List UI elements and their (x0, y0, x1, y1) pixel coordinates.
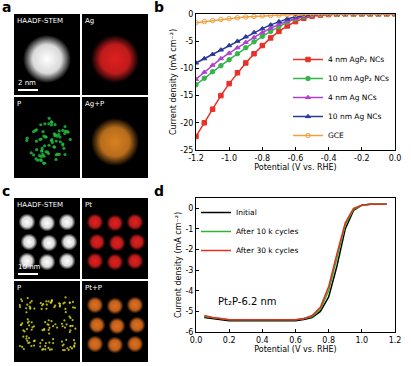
svg-text:10 nm Ag NCs: 10 nm Ag NCs (328, 112, 381, 121)
svg-text:-1.2: -1.2 (188, 154, 204, 163)
html-text:d: d (154, 183, 164, 199)
svg-text:-1: -1 (185, 225, 193, 234)
svg-text:P: P (17, 284, 21, 292)
svg-text:Pt+P: Pt+P (85, 284, 102, 292)
svg-text:-15: -15 (180, 91, 193, 100)
svg-text:-0.6: -0.6 (288, 154, 304, 163)
svg-text:0.0: 0.0 (389, 154, 402, 163)
svg-text:1.2: 1.2 (389, 336, 402, 345)
svg-text:0.2: 0.2 (223, 336, 236, 345)
svg-text:-20: -20 (180, 119, 193, 128)
svg-text:Current density (mA cm⁻²): Current density (mA cm⁻²) (169, 29, 178, 135)
svg-text:-3: -3 (185, 266, 193, 275)
svg-text:After 30 k cycles: After 30 k cycles (236, 246, 298, 255)
svg-text:Pt: Pt (85, 201, 92, 209)
svg-text:2 nm: 2 nm (18, 79, 36, 87)
svg-text:0.6: 0.6 (289, 336, 302, 345)
svg-text:-4: -4 (185, 287, 193, 296)
svg-text:HAADF-STEM: HAADF-STEM (17, 17, 63, 25)
svg-text:Pt₂P-6.2 nm: Pt₂P-6.2 nm (218, 296, 277, 307)
svg-text:-1.0: -1.0 (221, 154, 237, 163)
svg-text:-25: -25 (180, 146, 193, 155)
html-text:a: a (2, 0, 12, 15)
svg-text:HAADF-STEM: HAADF-STEM (17, 201, 63, 209)
svg-text:Potential (V vs. RHE): Potential (V vs. RHE) (254, 345, 336, 354)
svg-text:0.8: 0.8 (322, 336, 335, 345)
svg-text:-2: -2 (185, 245, 193, 254)
svg-text:-5: -5 (185, 307, 193, 316)
svg-text:Initial: Initial (236, 208, 257, 217)
svg-text:After 10 k cycles: After 10 k cycles (236, 227, 298, 236)
svg-text:-5: -5 (185, 37, 193, 46)
svg-text:0.0: 0.0 (190, 336, 203, 345)
svg-text:1.0: 1.0 (355, 336, 368, 345)
svg-text:-0.4: -0.4 (321, 154, 337, 163)
html-text:c: c (2, 183, 11, 199)
svg-text:Ag: Ag (85, 17, 94, 25)
svg-text:Current density (mA cm⁻²): Current density (mA cm⁻²) (174, 212, 183, 318)
svg-text:-10: -10 (180, 64, 193, 73)
svg-text:4 nm AgP₂ NCs: 4 nm AgP₂ NCs (328, 55, 384, 64)
svg-text:Ag+P: Ag+P (85, 100, 104, 108)
svg-text:10 nm: 10 nm (18, 263, 41, 271)
svg-text:0.4: 0.4 (256, 336, 269, 345)
svg-text:GCE: GCE (328, 131, 344, 140)
svg-text:-0.2: -0.2 (354, 154, 370, 163)
svg-text:-0.8: -0.8 (255, 154, 271, 163)
svg-text:-6: -6 (185, 328, 193, 337)
svg-text:10 nm AgP₂ NCs: 10 nm AgP₂ NCs (328, 74, 389, 83)
html-text:b: b (154, 0, 164, 15)
svg-text:4 nm Ag NCs: 4 nm Ag NCs (328, 93, 377, 102)
svg-text:0: 0 (188, 10, 193, 19)
svg-text:0: 0 (188, 204, 193, 213)
svg-text:Potential (V vs. RHE): Potential (V vs. RHE) (254, 163, 336, 172)
svg-text:P: P (17, 100, 21, 108)
